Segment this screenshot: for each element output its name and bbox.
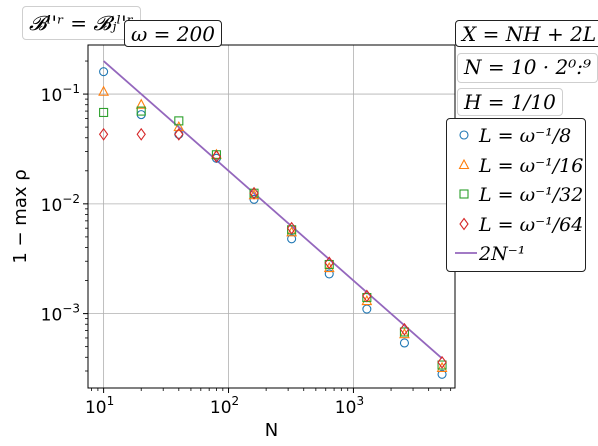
data-point-circle bbox=[324, 269, 334, 279]
legend-entry: L = ω⁻¹/64 bbox=[447, 211, 585, 237]
data-point-triangle bbox=[361, 294, 373, 306]
y-tick-label: 10−1 bbox=[41, 82, 80, 106]
basis-annotation-text: 𝓑ˡ'ʳ = 𝓑ⱼˡ'ʳ bbox=[29, 11, 134, 35]
x-axis-title: N bbox=[265, 420, 278, 441]
legend-marker-diamond bbox=[459, 217, 469, 230]
series-layer bbox=[98, 60, 448, 379]
data-point-square bbox=[99, 107, 109, 118]
data-point-triangle bbox=[173, 120, 185, 132]
data-point-diamond bbox=[362, 289, 372, 303]
legend-entry: L = ω⁻¹/8 bbox=[447, 122, 585, 148]
data-point-diamond bbox=[437, 355, 447, 369]
data-point-circle bbox=[437, 369, 447, 379]
data-point-circle bbox=[287, 234, 297, 244]
y-tick-label: 10−2 bbox=[41, 192, 80, 216]
data-point-circle bbox=[399, 338, 409, 348]
legend-entry: L = ω⁻¹/16 bbox=[447, 152, 585, 178]
data-point-circle bbox=[362, 304, 372, 314]
h-definition-annotation: H = 1/10 bbox=[457, 88, 563, 116]
legend: L = ω⁻¹/8 L = ω⁻¹/16 L = ω⁻¹/32 L = ω⁻¹/64 2… bbox=[446, 118, 586, 272]
data-point-diamond bbox=[136, 127, 146, 141]
legend-swatch bbox=[459, 217, 469, 230]
data-point-circle bbox=[99, 67, 109, 77]
grid bbox=[88, 45, 455, 388]
legend-label: L = ω⁻¹/8 bbox=[479, 125, 572, 147]
legend-swatch bbox=[458, 158, 470, 169]
data-point-triangle bbox=[436, 361, 448, 372]
n-definition-annotation: N = 10 · 2⁰:⁹ bbox=[457, 53, 598, 83]
ticks: 101 102 103 10−1 10−2 10−3 bbox=[41, 60, 452, 418]
legend-swatch bbox=[459, 189, 469, 199]
data-point-circle bbox=[249, 194, 259, 204]
legend-label: L = ω⁻¹/16 bbox=[479, 154, 584, 177]
data-point-diamond bbox=[211, 150, 222, 163]
data-point-diamond bbox=[249, 186, 259, 200]
legend-swatch bbox=[455, 252, 477, 254]
data-point-square bbox=[174, 116, 184, 126]
omega-annotation: ω = 200 bbox=[124, 20, 222, 47]
legend-marker-triangle bbox=[458, 158, 470, 169]
x-tick-label: 101 bbox=[85, 394, 114, 418]
data-point-square bbox=[136, 106, 146, 116]
data-point-triangle bbox=[135, 98, 147, 109]
data-point-square bbox=[399, 327, 409, 337]
x-tick-label: 103 bbox=[335, 394, 364, 418]
legend-entry: 2N⁻¹ bbox=[447, 240, 585, 266]
data-point-circle bbox=[174, 129, 184, 139]
legend-entry: L = ω⁻¹/32 bbox=[447, 181, 585, 207]
legend-swatch bbox=[459, 130, 469, 140]
data-point-triangle bbox=[399, 327, 410, 339]
data-point-triangle bbox=[323, 261, 335, 273]
legend-marker-square bbox=[459, 189, 469, 199]
x-tick-label: 102 bbox=[210, 394, 239, 418]
y-axis-title: 1 − max ρ bbox=[10, 169, 31, 263]
data-point-triangle bbox=[286, 226, 298, 237]
data-point-diamond bbox=[399, 322, 410, 336]
omega-annotation-text: ω = 200 bbox=[131, 22, 215, 46]
legend-marker-circle bbox=[459, 130, 469, 140]
basis-annotation: 𝓑ˡ'ʳ = 𝓑ⱼˡ'ʳ bbox=[22, 6, 141, 40]
y-tick-label: 10−3 bbox=[41, 302, 80, 326]
reference-line-2n-inverse bbox=[103, 60, 443, 360]
data-point-diamond bbox=[174, 127, 184, 141]
x-definition-annotation: X = NH + 2L bbox=[455, 20, 598, 47]
data-point-diamond bbox=[286, 221, 297, 235]
data-point-triangle bbox=[98, 85, 110, 96]
n-definition-text: N = 10 · 2⁰:⁹ bbox=[464, 55, 591, 79]
data-point-diamond bbox=[324, 256, 334, 270]
data-point-square bbox=[437, 360, 447, 370]
x-definition-text: X = NH + 2L bbox=[462, 22, 597, 46]
legend-label: 2N⁻¹ bbox=[479, 243, 526, 265]
data-point-diamond bbox=[98, 127, 109, 141]
legend-label: L = ω⁻¹/64 bbox=[479, 213, 584, 236]
legend-label: L = ω⁻¹/32 bbox=[479, 184, 584, 206]
h-definition-text: H = 1/10 bbox=[464, 90, 556, 114]
